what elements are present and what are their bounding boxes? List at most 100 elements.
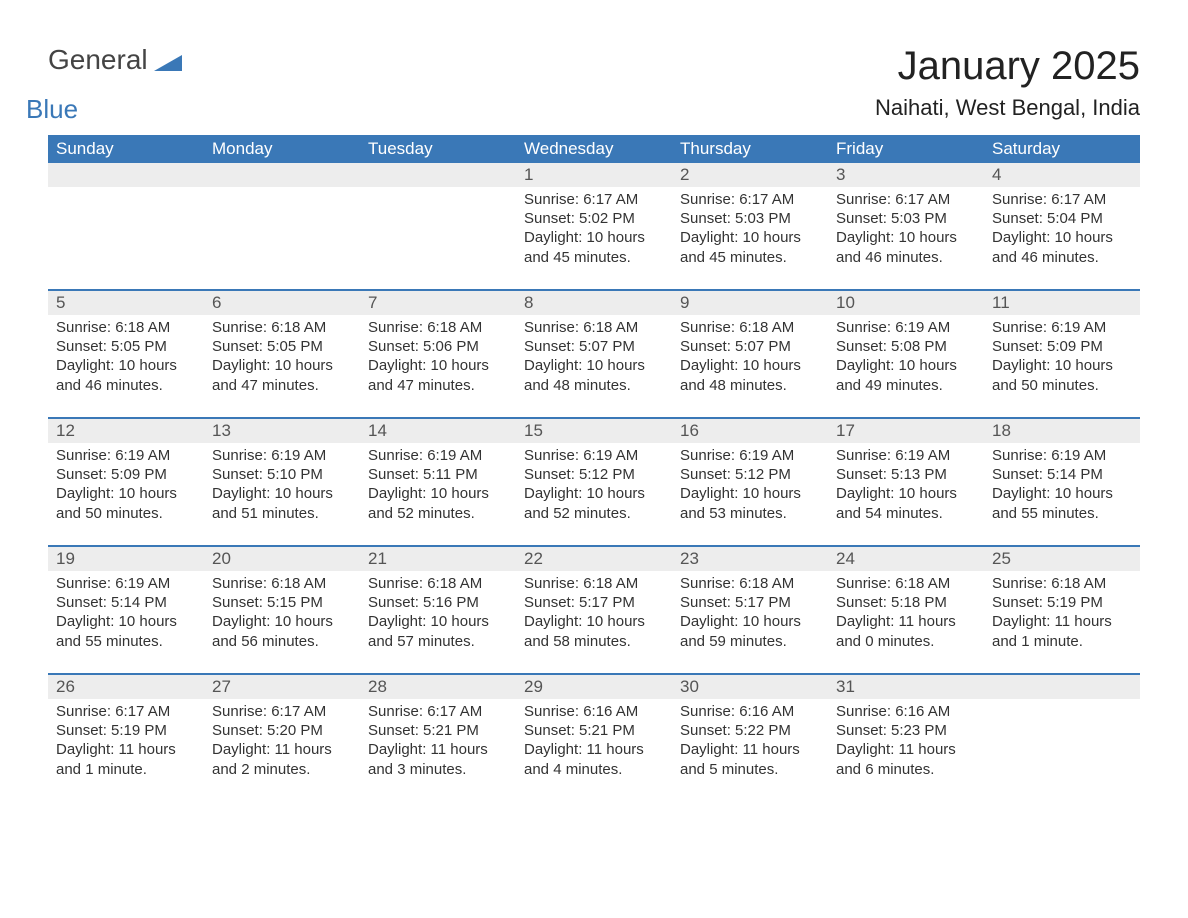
sunrise-line: Sunrise: 6:16 AM [836, 702, 976, 721]
sunrise-line: Sunrise: 6:18 AM [524, 318, 664, 337]
day-number [204, 163, 360, 187]
day-number: 5 [48, 291, 204, 315]
day-number: 8 [516, 291, 672, 315]
sunrise-line: Sunrise: 6:18 AM [368, 318, 508, 337]
day-number: 24 [828, 547, 984, 571]
day-cell: Sunrise: 6:18 AMSunset: 5:19 PMDaylight:… [984, 571, 1140, 663]
dow-tuesday: Tuesday [360, 135, 516, 163]
daynum-row: 19202122232425 [48, 547, 1140, 571]
sunset-line: Sunset: 5:16 PM [368, 593, 508, 612]
month-title: January 2025 [875, 44, 1140, 89]
brand-logo: General Blue [48, 44, 182, 107]
daylight-line: Daylight: 10 hours and 46 minutes. [836, 228, 976, 266]
sunrise-line: Sunrise: 6:18 AM [836, 574, 976, 593]
sunset-line: Sunset: 5:15 PM [212, 593, 352, 612]
sunset-line: Sunset: 5:19 PM [56, 721, 196, 740]
sunset-line: Sunset: 5:13 PM [836, 465, 976, 484]
daybody-row: Sunrise: 6:18 AMSunset: 5:05 PMDaylight:… [48, 315, 1140, 417]
daylight-line: Daylight: 11 hours and 4 minutes. [524, 740, 664, 778]
sunrise-line: Sunrise: 6:18 AM [680, 574, 820, 593]
sunrise-line: Sunrise: 6:19 AM [212, 446, 352, 465]
sunrise-line: Sunrise: 6:19 AM [836, 318, 976, 337]
daylight-line: Daylight: 10 hours and 51 minutes. [212, 484, 352, 522]
day-cell: Sunrise: 6:18 AMSunset: 5:05 PMDaylight:… [48, 315, 204, 407]
day-cell [48, 187, 204, 279]
daybody-row: Sunrise: 6:17 AMSunset: 5:19 PMDaylight:… [48, 699, 1140, 801]
day-cell: Sunrise: 6:17 AMSunset: 5:19 PMDaylight:… [48, 699, 204, 791]
sunrise-line: Sunrise: 6:17 AM [836, 190, 976, 209]
sunrise-line: Sunrise: 6:18 AM [212, 318, 352, 337]
day-number: 1 [516, 163, 672, 187]
sunset-line: Sunset: 5:09 PM [992, 337, 1132, 356]
day-cell [204, 187, 360, 279]
sunset-line: Sunset: 5:02 PM [524, 209, 664, 228]
location: Naihati, West Bengal, India [875, 95, 1140, 121]
week-row: 567891011Sunrise: 6:18 AMSunset: 5:05 PM… [48, 289, 1140, 417]
sunset-line: Sunset: 5:12 PM [680, 465, 820, 484]
day-number: 19 [48, 547, 204, 571]
dow-wednesday: Wednesday [516, 135, 672, 163]
day-cell: Sunrise: 6:18 AMSunset: 5:17 PMDaylight:… [516, 571, 672, 663]
day-number: 26 [48, 675, 204, 699]
sunset-line: Sunset: 5:17 PM [680, 593, 820, 612]
daybody-row: Sunrise: 6:19 AMSunset: 5:09 PMDaylight:… [48, 443, 1140, 545]
day-number: 17 [828, 419, 984, 443]
sunrise-line: Sunrise: 6:19 AM [524, 446, 664, 465]
sunrise-line: Sunrise: 6:18 AM [212, 574, 352, 593]
daylight-line: Daylight: 10 hours and 58 minutes. [524, 612, 664, 650]
day-cell: Sunrise: 6:19 AMSunset: 5:11 PMDaylight:… [360, 443, 516, 535]
sunset-line: Sunset: 5:22 PM [680, 721, 820, 740]
sunset-line: Sunset: 5:12 PM [524, 465, 664, 484]
daylight-line: Daylight: 11 hours and 1 minute. [56, 740, 196, 778]
dow-thursday: Thursday [672, 135, 828, 163]
day-number: 10 [828, 291, 984, 315]
day-cell: Sunrise: 6:17 AMSunset: 5:02 PMDaylight:… [516, 187, 672, 279]
sunset-line: Sunset: 5:03 PM [836, 209, 976, 228]
day-number: 29 [516, 675, 672, 699]
sunset-line: Sunset: 5:19 PM [992, 593, 1132, 612]
daylight-line: Daylight: 10 hours and 55 minutes. [56, 612, 196, 650]
sunrise-line: Sunrise: 6:19 AM [368, 446, 508, 465]
daylight-line: Daylight: 10 hours and 55 minutes. [992, 484, 1132, 522]
daylight-line: Daylight: 10 hours and 49 minutes. [836, 356, 976, 394]
day-number: 20 [204, 547, 360, 571]
sunrise-line: Sunrise: 6:18 AM [524, 574, 664, 593]
daylight-line: Daylight: 10 hours and 47 minutes. [212, 356, 352, 394]
daylight-line: Daylight: 10 hours and 52 minutes. [368, 484, 508, 522]
day-cell: Sunrise: 6:18 AMSunset: 5:15 PMDaylight:… [204, 571, 360, 663]
sunset-line: Sunset: 5:05 PM [212, 337, 352, 356]
calendar: Sunday Monday Tuesday Wednesday Thursday… [48, 135, 1140, 801]
day-number: 28 [360, 675, 516, 699]
day-number: 12 [48, 419, 204, 443]
title-block: January 2025 Naihati, West Bengal, India [875, 44, 1140, 121]
day-number: 4 [984, 163, 1140, 187]
daylight-line: Daylight: 10 hours and 50 minutes. [56, 484, 196, 522]
day-cell: Sunrise: 6:16 AMSunset: 5:23 PMDaylight:… [828, 699, 984, 791]
sunset-line: Sunset: 5:21 PM [524, 721, 664, 740]
day-number: 21 [360, 547, 516, 571]
day-cell: Sunrise: 6:19 AMSunset: 5:13 PMDaylight:… [828, 443, 984, 535]
day-number: 9 [672, 291, 828, 315]
day-cell: Sunrise: 6:17 AMSunset: 5:03 PMDaylight:… [828, 187, 984, 279]
day-cell: Sunrise: 6:16 AMSunset: 5:21 PMDaylight:… [516, 699, 672, 791]
day-cell: Sunrise: 6:19 AMSunset: 5:14 PMDaylight:… [984, 443, 1140, 535]
week-row: 262728293031Sunrise: 6:17 AMSunset: 5:19… [48, 673, 1140, 801]
sunrise-line: Sunrise: 6:19 AM [56, 574, 196, 593]
day-cell: Sunrise: 6:17 AMSunset: 5:20 PMDaylight:… [204, 699, 360, 791]
day-cell: Sunrise: 6:18 AMSunset: 5:16 PMDaylight:… [360, 571, 516, 663]
sunrise-line: Sunrise: 6:16 AM [680, 702, 820, 721]
day-number: 27 [204, 675, 360, 699]
day-number: 31 [828, 675, 984, 699]
brand-word-1: General [48, 44, 148, 75]
daylight-line: Daylight: 10 hours and 45 minutes. [680, 228, 820, 266]
sunset-line: Sunset: 5:21 PM [368, 721, 508, 740]
daylight-line: Daylight: 10 hours and 50 minutes. [992, 356, 1132, 394]
sunrise-line: Sunrise: 6:17 AM [992, 190, 1132, 209]
daylight-line: Daylight: 10 hours and 47 minutes. [368, 356, 508, 394]
sunrise-line: Sunrise: 6:19 AM [992, 446, 1132, 465]
dow-monday: Monday [204, 135, 360, 163]
daylight-line: Daylight: 10 hours and 48 minutes. [524, 356, 664, 394]
daylight-line: Daylight: 11 hours and 1 minute. [992, 612, 1132, 650]
sunrise-line: Sunrise: 6:17 AM [524, 190, 664, 209]
daylight-line: Daylight: 10 hours and 46 minutes. [992, 228, 1132, 266]
